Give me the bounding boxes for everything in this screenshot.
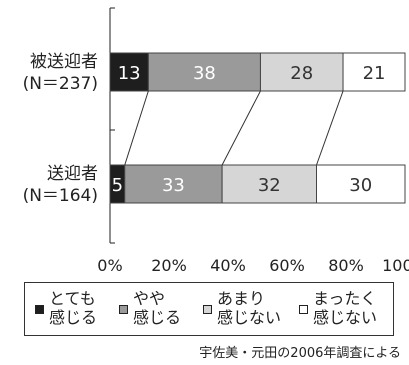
- data-label-0-2: 28: [290, 63, 313, 84]
- data-label-1-2: 32: [258, 175, 281, 196]
- data-label-0-3: 21: [363, 63, 386, 84]
- legend-swatch-not-at-all: [299, 305, 308, 314]
- x-tick-label-3: 60%: [269, 256, 305, 275]
- x-tick-label-2: 40%: [210, 256, 246, 275]
- x-tick-label-0: 0%: [97, 256, 122, 275]
- source-note: 宇佐美・元田の2006年調査による: [199, 346, 401, 361]
- legend-swatch-not-much: [203, 305, 212, 314]
- bar-segment-1-1: [124, 164, 223, 204]
- category-n-0: (N＝237): [23, 74, 98, 94]
- bar-segment-0-1: [147, 52, 261, 92]
- data-label-0-0: 13: [118, 63, 141, 84]
- category-label-1: 送迎者: [47, 164, 98, 184]
- x-tick-label-1: 20%: [151, 256, 187, 275]
- bar-segment-0-3: [342, 52, 406, 92]
- connector-line-2: [221, 90, 261, 166]
- bar-segment-0-0: [109, 52, 149, 92]
- data-label-1-1: 33: [162, 175, 185, 196]
- legend-label-somewhat: やや 感じる: [133, 289, 182, 327]
- bar-segment-0-2: [259, 52, 344, 92]
- category-n-1: (N＝164): [23, 186, 98, 206]
- legend-label-not-at-all: まったく 感じない: [313, 289, 378, 327]
- legend: とても 感じる やや 感じる あまり 感じない まったく 感じない: [24, 282, 394, 336]
- data-label-1-0: 5: [112, 175, 123, 196]
- connector-line-3: [316, 90, 344, 166]
- x-tick-label-5: 100%: [382, 256, 409, 275]
- legend-swatch-somewhat: [119, 305, 128, 314]
- connector-line-1: [124, 90, 149, 166]
- x-tick-label-4: 80%: [328, 256, 364, 275]
- stacked-bar-chart: 13 38 28 21 被送迎者(N＝237) 5 33 32 30 送迎者(N＝164) 0% 20…: [23, 7, 409, 275]
- data-label-1-3: 30: [349, 175, 372, 196]
- legend-label-very: とても 感じる: [49, 289, 98, 327]
- legend-label-not-much: あまり 感じない: [217, 289, 282, 327]
- data-label-0-1: 38: [193, 63, 216, 84]
- category-label-0: 被送迎者: [30, 52, 98, 72]
- bar-segment-1-3: [316, 164, 406, 204]
- bar-segment-1-2: [221, 164, 318, 204]
- legend-swatch-very: [35, 305, 44, 314]
